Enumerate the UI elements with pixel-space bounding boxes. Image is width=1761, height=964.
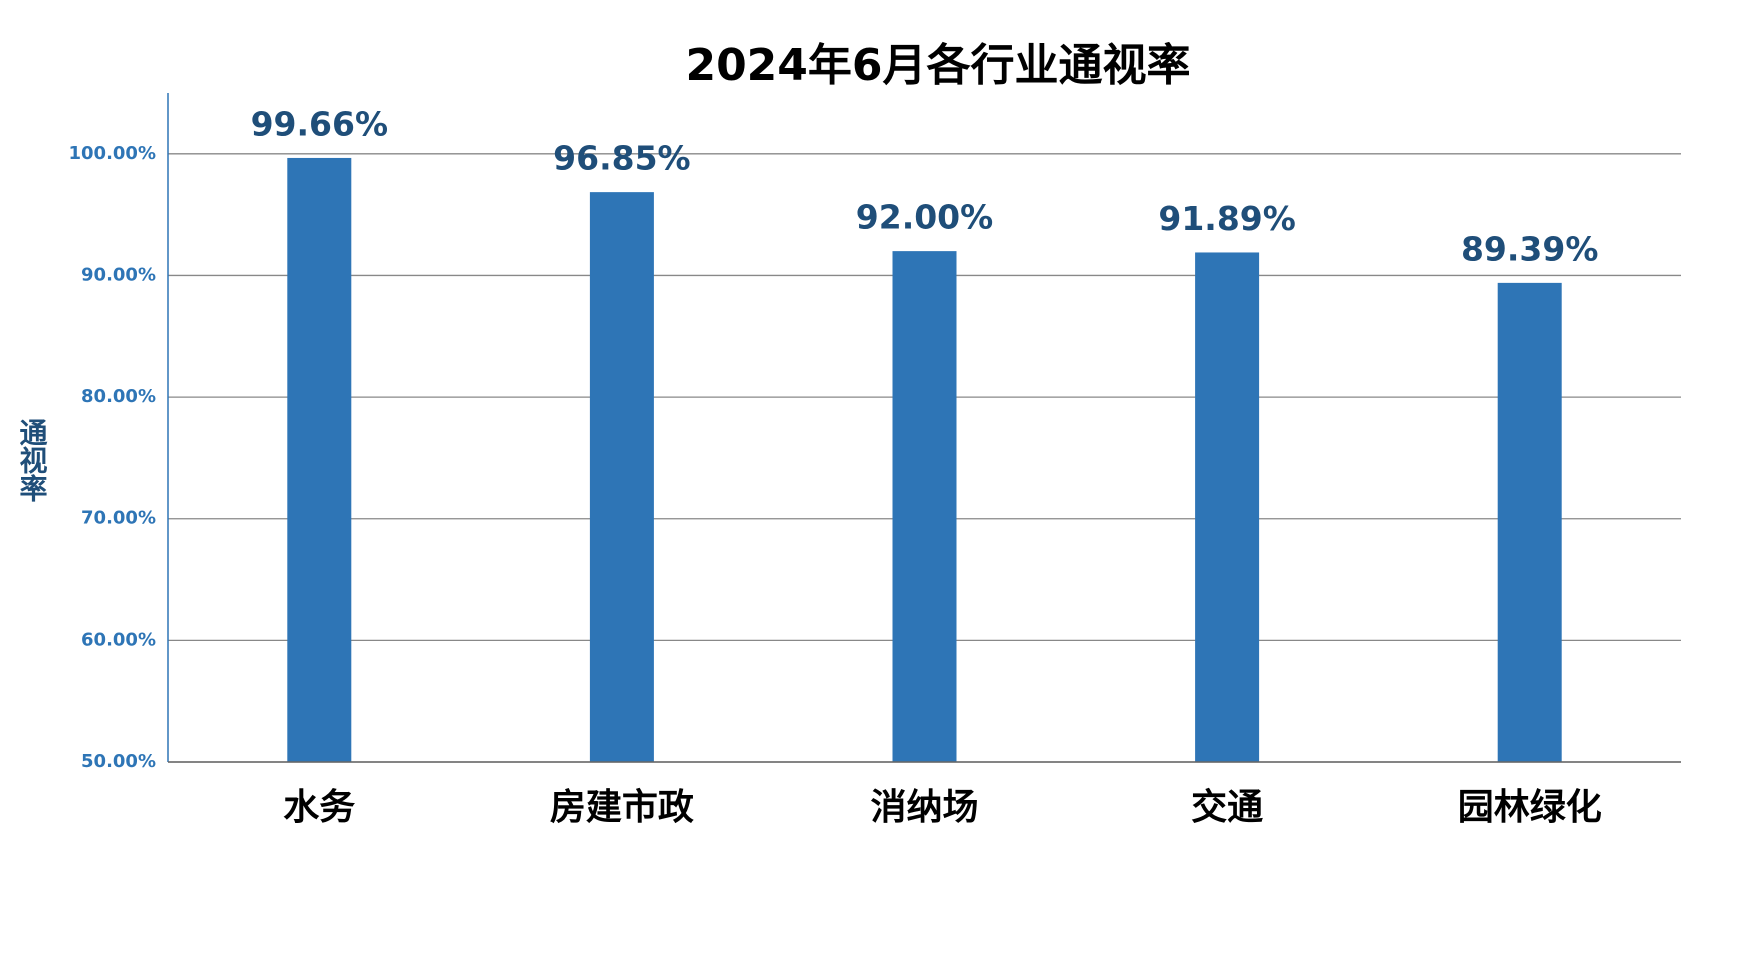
y-tick-label: 80.00%: [81, 386, 156, 407]
value-label: 91.89%: [1158, 199, 1295, 238]
y-tick-label: 90.00%: [81, 264, 156, 285]
bar: [892, 251, 957, 763]
bar: [1195, 252, 1260, 762]
y-axis-label: 通视率: [16, 418, 49, 502]
x-tick-label: 消纳场: [870, 787, 978, 828]
y-tick-label: 70.00%: [81, 508, 156, 529]
value-label: 92.00%: [856, 198, 993, 237]
value-label: 96.85%: [553, 139, 690, 178]
y-tick-label: 100.00%: [69, 143, 157, 164]
value-label: 99.66%: [251, 104, 388, 143]
value-label: 89.39%: [1461, 229, 1598, 268]
x-tick-label: 房建市政: [550, 787, 694, 828]
x-tick-label: 园林绿化: [1458, 787, 1602, 828]
x-tick-label: 水务: [283, 787, 355, 828]
bar: [287, 157, 352, 763]
chart-title: 2024年6月各行业通视率: [685, 40, 1190, 91]
x-tick-label: 交通: [1191, 786, 1263, 828]
y-tick-label: 50.00%: [81, 751, 156, 772]
bar: [1497, 282, 1562, 762]
y-tick-label: 60.00%: [81, 629, 156, 650]
bar: [589, 192, 654, 762]
